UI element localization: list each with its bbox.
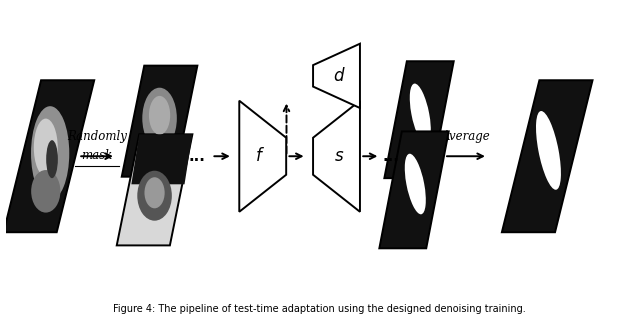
Polygon shape bbox=[384, 61, 454, 178]
Ellipse shape bbox=[144, 177, 165, 208]
Text: ...: ... bbox=[189, 149, 205, 164]
Ellipse shape bbox=[34, 119, 57, 176]
Polygon shape bbox=[380, 131, 449, 248]
Ellipse shape bbox=[536, 111, 561, 190]
Ellipse shape bbox=[137, 171, 172, 221]
Polygon shape bbox=[313, 44, 360, 108]
Ellipse shape bbox=[142, 88, 177, 149]
Text: $d$: $d$ bbox=[332, 67, 345, 85]
Text: Randomly: Randomly bbox=[67, 130, 127, 143]
Text: Figure 4: The pipeline of test-time adaptation using the designed denoising trai: Figure 4: The pipeline of test-time adap… bbox=[113, 304, 525, 314]
Polygon shape bbox=[117, 134, 193, 245]
Ellipse shape bbox=[31, 170, 61, 213]
Text: Average: Average bbox=[441, 130, 491, 143]
Ellipse shape bbox=[404, 154, 426, 214]
Text: ...: ... bbox=[382, 149, 399, 164]
Text: $f$: $f$ bbox=[255, 147, 265, 165]
Text: $s$: $s$ bbox=[334, 148, 345, 165]
Polygon shape bbox=[131, 134, 193, 184]
Polygon shape bbox=[313, 101, 360, 212]
Polygon shape bbox=[239, 101, 286, 212]
Ellipse shape bbox=[31, 106, 70, 201]
Ellipse shape bbox=[410, 84, 431, 144]
Polygon shape bbox=[122, 66, 197, 177]
Polygon shape bbox=[4, 80, 94, 232]
Ellipse shape bbox=[149, 96, 170, 135]
Text: mask: mask bbox=[82, 149, 113, 162]
Ellipse shape bbox=[46, 140, 58, 178]
Polygon shape bbox=[502, 80, 593, 232]
